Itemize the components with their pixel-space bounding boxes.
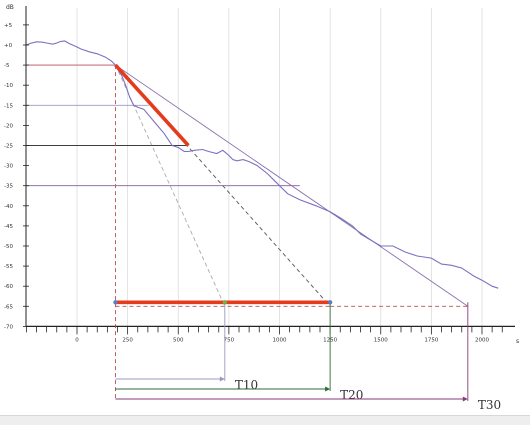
y-tick-label: -15 [4,103,13,109]
baseline-marker [113,300,118,305]
annotation-label-T20: T20 [340,388,363,402]
window-bottom-strip [0,415,530,425]
annotation-label-T10: T10 [235,378,258,392]
highlight-slope [114,63,190,147]
x-tick-label: 500 [173,337,184,343]
x-tick-label: 1000 [273,337,287,343]
reference-level-lines [26,64,300,187]
axis-ticks: +5 +0 -5 -10 -15 -20 -25 -30 -35 -40 -45 -50 -55 -60 -… [4,23,503,343]
grid-lines [76,8,483,327]
y-tick-label: -70 [4,324,13,330]
annotation-arrow-T30 [462,396,468,402]
y-tick-label: -65 [4,304,13,310]
y-tick-label: -45 [4,224,13,230]
y-tick-label: +5 [4,23,13,29]
x-axis-unit: s [516,338,519,345]
annotation-arrow-T10 [219,376,225,382]
y-tick-label: -20 [4,123,13,129]
highlight-segments [114,63,331,305]
decay-curve-line [26,40,499,289]
fit-line-solid [115,64,469,307]
x-tick-label: 1750 [424,337,438,343]
fit-line-dashed [115,64,331,307]
y-tick-label: -5 [4,63,10,69]
x-tick-label: 0 [75,337,79,343]
decay-curve [26,40,499,289]
time-annotations: T10 T20 T30 [115,65,501,412]
annotation-label-T30: T30 [478,398,501,412]
y-tick-label: -25 [4,144,13,150]
x-tick-label: 1500 [374,337,388,343]
y-tick-label: -30 [4,164,13,170]
y-tick-label: -40 [4,204,13,210]
x-tick-label: 250 [122,337,133,343]
y-tick-label: -50 [4,244,13,250]
baseline-marker [327,300,333,305]
y-axis-unit: dB [6,4,14,11]
baseline-marker [222,300,228,305]
y-tick-label: -55 [4,264,13,270]
baseline-markers [113,300,333,305]
y-tick-label: +0 [4,43,13,49]
x-tick-label: 750 [224,337,235,343]
x-tick-label: 2000 [475,337,489,343]
annotation-arrow-T20 [325,386,331,392]
y-tick-label: -10 [4,83,13,89]
y-tick-label: -35 [4,184,13,190]
y-tick-label: -60 [4,284,13,290]
